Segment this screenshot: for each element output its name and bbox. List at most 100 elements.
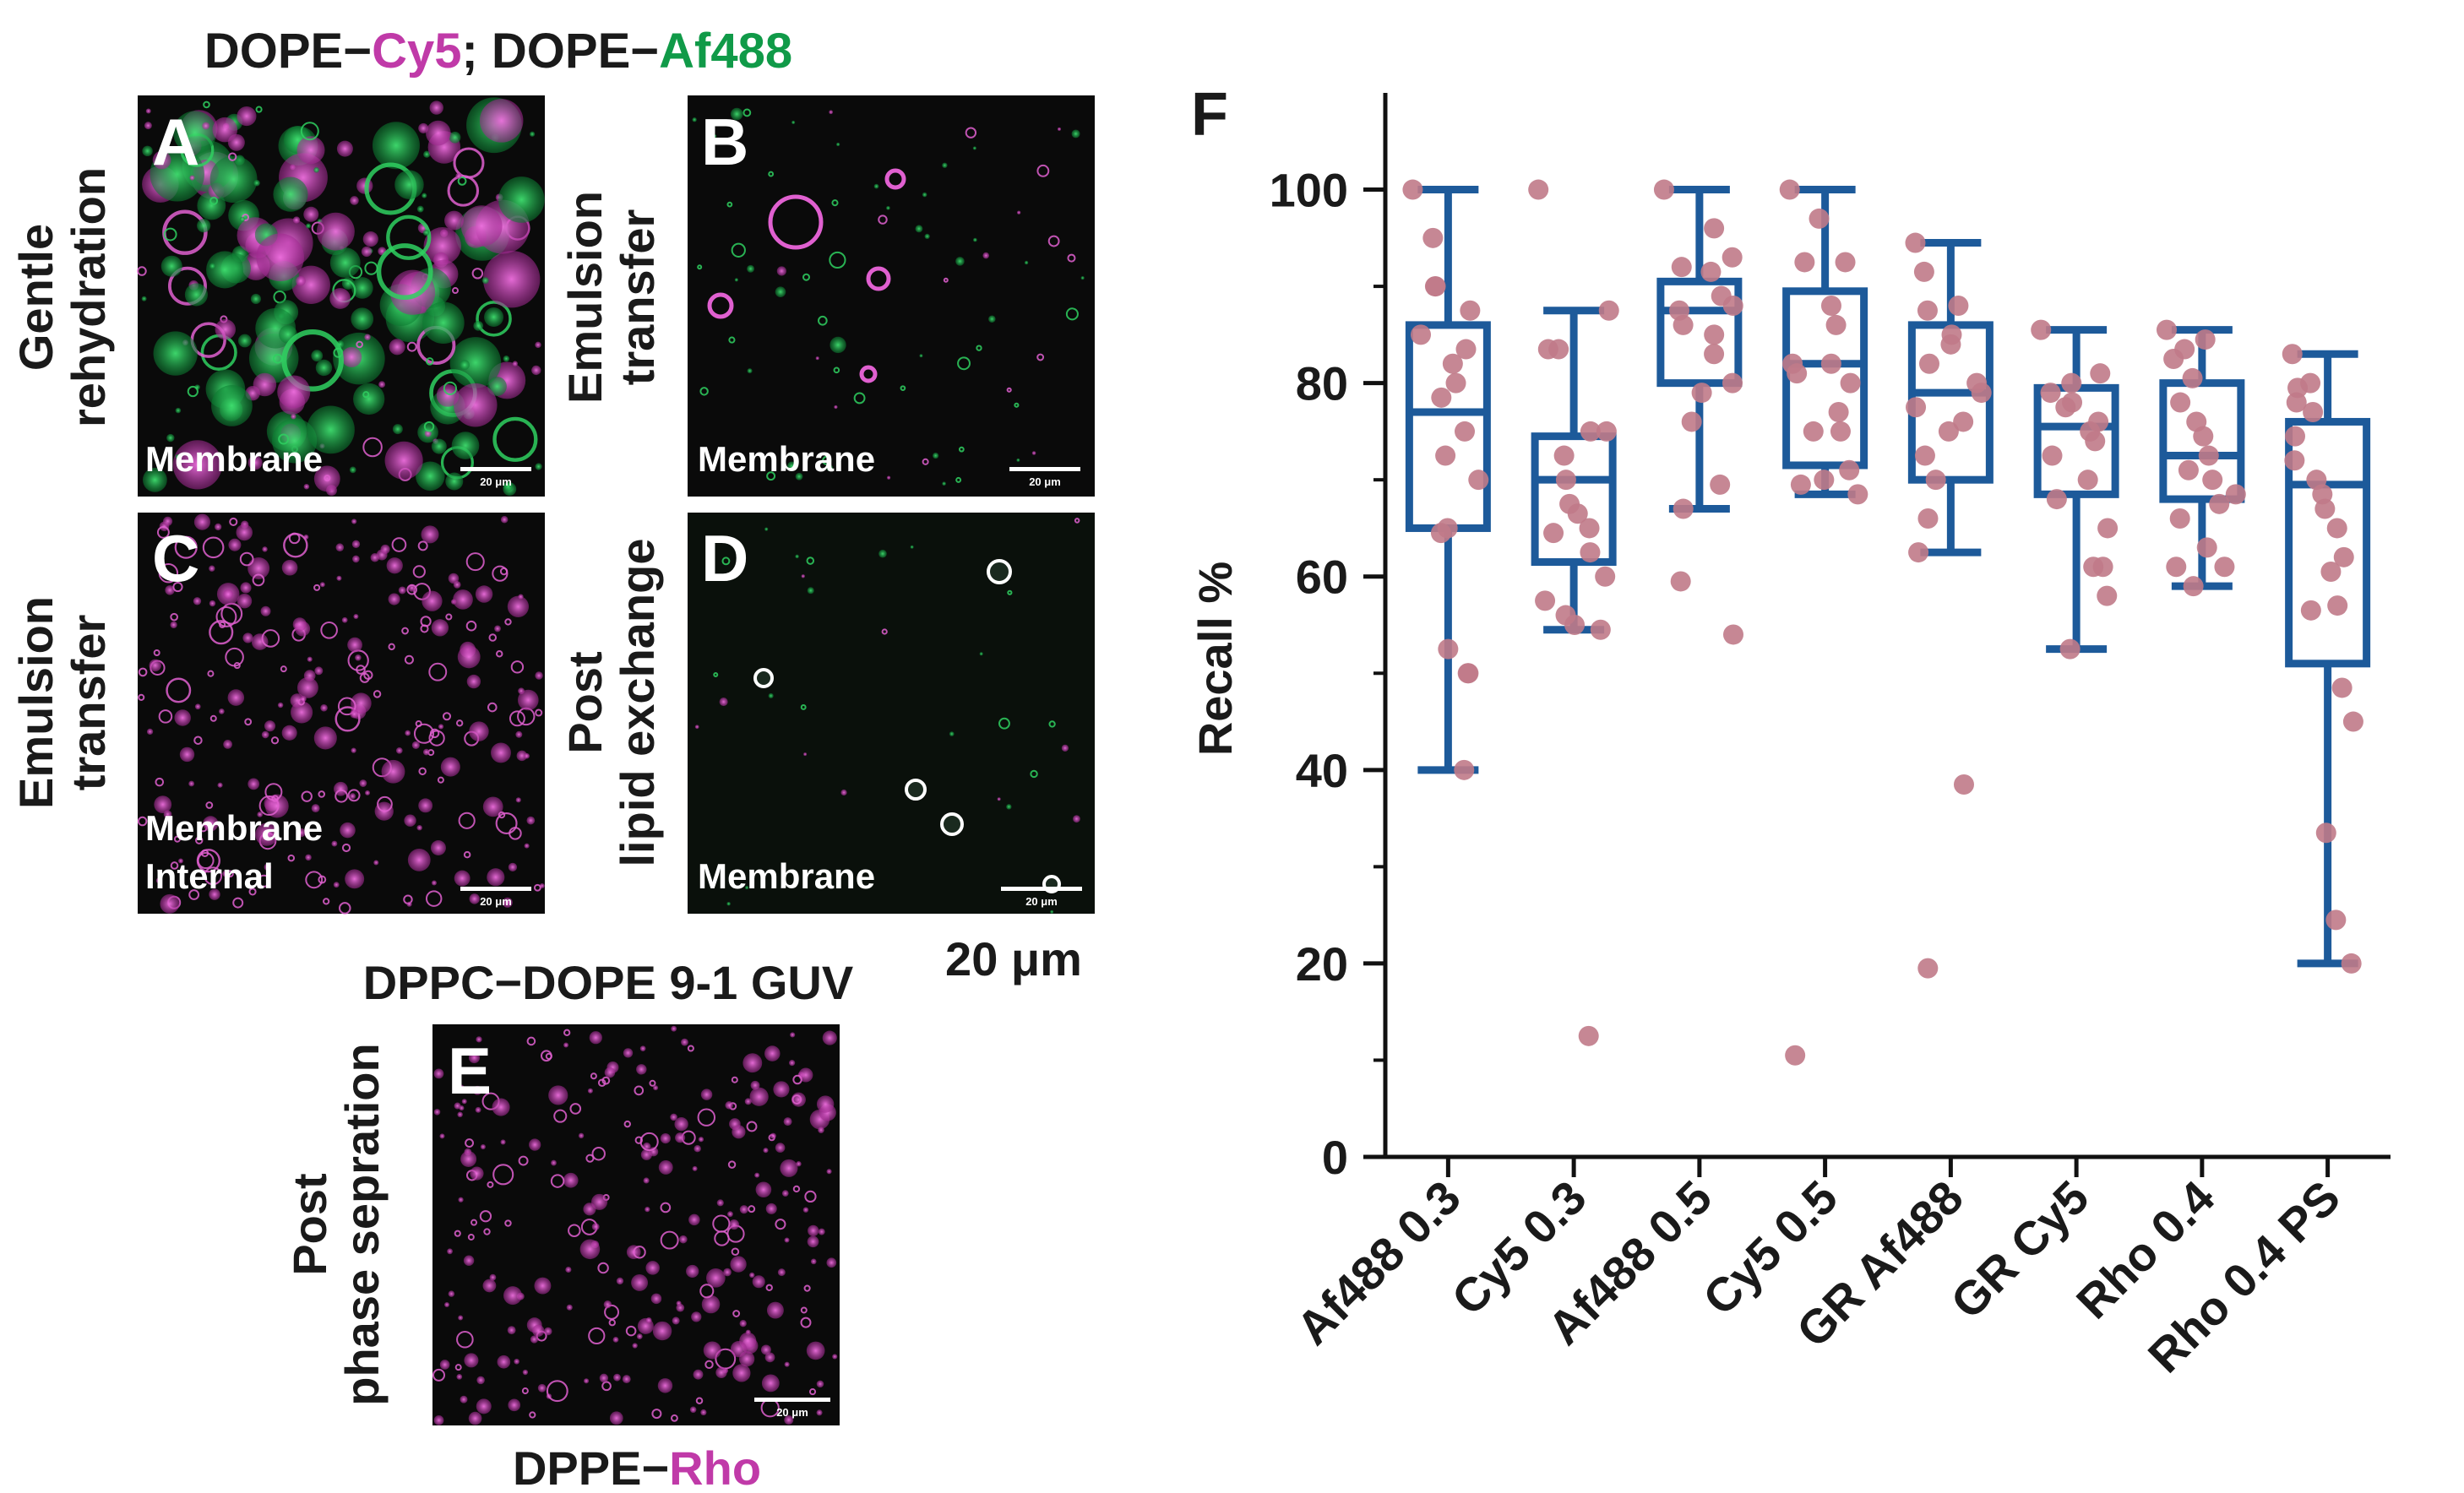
- vesicle: [469, 893, 480, 904]
- vesicle: [878, 549, 887, 558]
- data-point: [2193, 426, 2214, 447]
- vesicle: [457, 645, 481, 669]
- vesicle: [362, 437, 383, 458]
- vesicle: [388, 643, 395, 651]
- vesicle: [781, 1190, 789, 1197]
- vesicle: [406, 341, 417, 352]
- vesicle: [526, 816, 536, 825]
- y-tick-label: 0: [1322, 1131, 1348, 1184]
- panel-c-vesicles: [137, 513, 545, 915]
- vesicle: [278, 433, 290, 445]
- data-point: [1578, 1025, 1599, 1046]
- vesicle: [886, 475, 891, 480]
- vesicle: [833, 366, 840, 374]
- vesicle: [481, 277, 489, 285]
- vesicle: [800, 1306, 808, 1314]
- vesicle: [476, 301, 512, 337]
- vesicle: [713, 671, 719, 677]
- vesicle: [672, 1317, 680, 1325]
- vesicle: [773, 1081, 790, 1098]
- vesicle: [456, 1373, 463, 1380]
- vesicle: [239, 216, 245, 222]
- vesicle: [679, 1235, 688, 1244]
- panel-b-letter: B: [701, 105, 748, 179]
- vesicle: [215, 318, 237, 340]
- vesicle: [910, 545, 914, 549]
- data-point: [2300, 600, 2321, 621]
- panel-a-scalebar: [460, 467, 531, 471]
- data-point: [1830, 421, 1851, 442]
- vesicle: [406, 901, 412, 907]
- data-point: [2303, 402, 2324, 422]
- guv-title: DPPC−DOPE 9-1 GUV: [363, 956, 853, 1009]
- data-point: [1704, 218, 1725, 239]
- vesicle: [458, 1084, 465, 1092]
- vesicle: [291, 413, 296, 420]
- vesicle: [535, 341, 541, 349]
- vesicle: [416, 461, 445, 491]
- box-iqr: [1782, 287, 1868, 470]
- vesicle: [958, 446, 965, 453]
- vesicle: [189, 175, 195, 181]
- vesicle: [338, 902, 351, 915]
- vesicle: [158, 562, 179, 584]
- data-point: [1457, 663, 1478, 684]
- vesicle: [933, 452, 939, 459]
- vesicle: [314, 666, 324, 676]
- vesicle: [418, 798, 433, 813]
- vesicle: [721, 556, 731, 566]
- data-point: [2326, 518, 2347, 539]
- data-point: [2169, 508, 2190, 529]
- vesicle: [589, 1031, 602, 1045]
- data-point: [1722, 624, 1743, 645]
- vesicle: [730, 107, 743, 121]
- vesicle: [603, 1300, 612, 1309]
- vesicle: [386, 557, 403, 574]
- data-point: [1704, 324, 1725, 345]
- vesicle: [784, 1414, 794, 1425]
- vesicle: [1067, 253, 1076, 263]
- vesicle: [145, 108, 151, 114]
- vesicle: [804, 1190, 817, 1203]
- vesicle: [924, 233, 930, 240]
- box-4: [1782, 186, 1868, 498]
- vesicle: [447, 1248, 453, 1255]
- vesicle: [829, 251, 846, 269]
- data-point: [1564, 615, 1586, 635]
- vesicle: [422, 748, 430, 756]
- vesicle: [770, 1132, 776, 1139]
- vesicle: [316, 212, 355, 251]
- vesicle: [323, 898, 330, 905]
- vesicle: [457, 1111, 463, 1118]
- vesicle: [433, 1109, 441, 1116]
- panel-a-vesicles: [137, 97, 545, 497]
- vesicle: [352, 555, 360, 563]
- vesicle: [163, 516, 173, 526]
- vesicle: [417, 540, 428, 551]
- vesicle: [143, 467, 167, 492]
- vesicle: [272, 418, 318, 464]
- svg-text:Post: Post: [283, 1173, 336, 1275]
- vesicle: [449, 131, 461, 144]
- vesicle: [1061, 744, 1069, 752]
- vesicle: [553, 1109, 568, 1123]
- vesicle: [725, 1101, 733, 1110]
- vesicle: [177, 858, 183, 864]
- vesicle: [296, 828, 306, 838]
- vesicle: [504, 1219, 512, 1227]
- vesicle: [257, 874, 270, 888]
- vesicle: [768, 171, 775, 177]
- data-point: [2097, 585, 2118, 606]
- vesicle: [460, 1151, 477, 1168]
- data-point: [1528, 179, 1549, 200]
- vesicle: [905, 779, 927, 801]
- vesicle: [1036, 353, 1045, 361]
- vesicle: [676, 1303, 685, 1312]
- y-axis-label: Recall %: [1188, 562, 1242, 756]
- vesicle: [826, 1169, 832, 1175]
- vesicle: [458, 1197, 464, 1203]
- vesicle: [458, 812, 476, 829]
- panel-e-scalebar: [754, 1398, 830, 1402]
- vesicle: [900, 385, 906, 391]
- vesicle: [531, 365, 541, 376]
